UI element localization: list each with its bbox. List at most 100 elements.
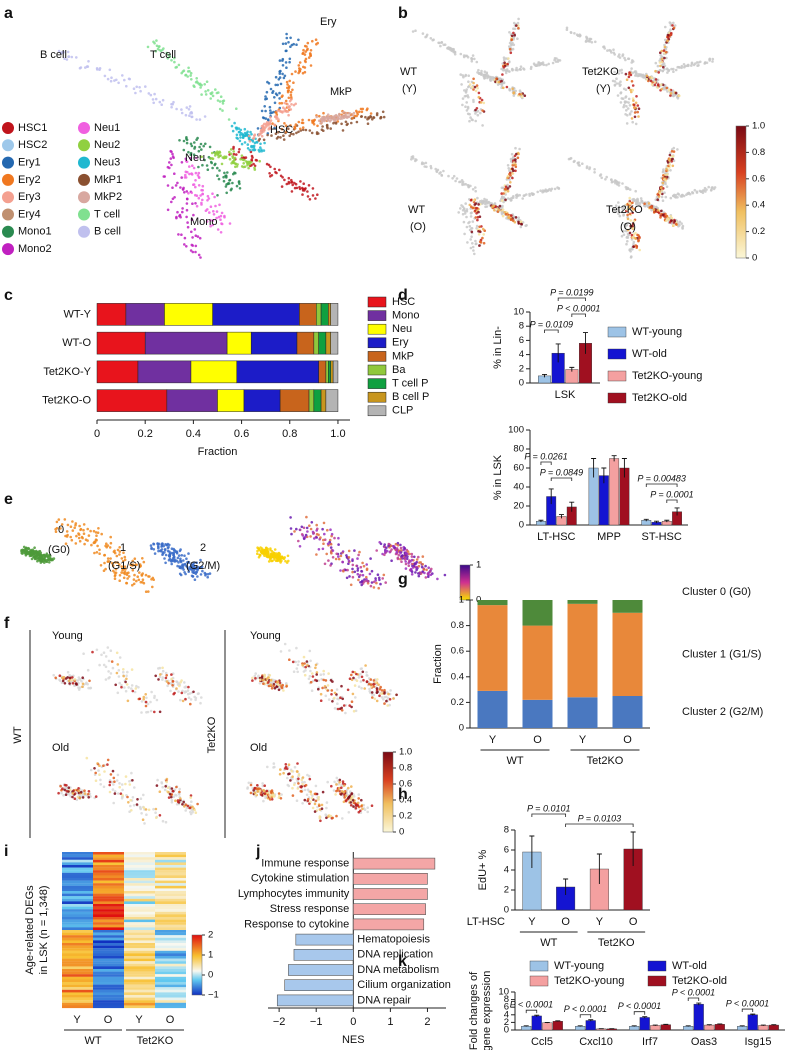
heatmap-cell <box>124 930 155 933</box>
cell-dot <box>232 150 235 153</box>
cell-dot <box>228 179 231 182</box>
cell-dot <box>501 73 504 76</box>
cell-dot <box>197 176 201 179</box>
cell-dot <box>346 688 350 692</box>
cell-dot <box>635 202 638 205</box>
cell-dot <box>311 672 314 675</box>
heatmap-cell <box>155 904 186 907</box>
cell-dot <box>109 672 113 675</box>
cell-dot <box>378 578 381 582</box>
panel-letter: e <box>4 491 13 508</box>
cell-dot <box>157 667 160 670</box>
cell-dot <box>696 64 699 67</box>
cell-dot <box>170 547 174 550</box>
cell-dot <box>111 769 115 773</box>
cell-dot <box>197 171 201 175</box>
cell-dot <box>166 208 170 212</box>
cell-dot <box>164 543 167 546</box>
heatmap-cell <box>155 878 186 881</box>
cell-dot <box>338 778 342 782</box>
cell-dot <box>309 669 312 673</box>
colorbar-label: 0.6 <box>752 173 765 184</box>
heatmap-cell <box>62 930 93 933</box>
cell-dot <box>181 210 184 214</box>
cell-dot <box>232 172 235 176</box>
cell-dot <box>206 199 209 202</box>
cell-dot <box>461 205 465 208</box>
cell-dot <box>270 798 274 801</box>
cell-dot <box>254 677 257 680</box>
cell-dot <box>228 157 232 161</box>
cell-dot <box>248 140 252 143</box>
cell-dot <box>259 678 262 682</box>
cell-dot <box>613 210 617 214</box>
cell-dot <box>118 579 121 582</box>
cell-dot <box>627 101 630 104</box>
cell-dot <box>520 95 524 98</box>
heatmap-cell <box>124 935 155 938</box>
cell-dot <box>347 562 350 565</box>
cell-dot <box>331 117 335 120</box>
cell-dot <box>671 164 675 168</box>
cell-dot <box>660 49 663 53</box>
cell-dot <box>376 573 380 576</box>
heatmap-cell <box>62 969 93 972</box>
cell-dot <box>197 196 201 200</box>
cell-dot <box>93 767 96 770</box>
cell-dot <box>342 800 346 804</box>
cell-dot <box>331 680 334 683</box>
cell-dot <box>476 215 480 219</box>
heatmap-cell <box>62 867 93 871</box>
cell-dot <box>186 692 190 696</box>
cell-dot <box>634 231 637 235</box>
cell-dot <box>626 213 629 217</box>
cell-dot <box>95 538 98 542</box>
cell-dot <box>122 576 126 580</box>
cell-dot <box>665 50 668 54</box>
cell-dot <box>327 698 331 701</box>
cell-dot <box>357 797 361 800</box>
legend-swatch <box>2 156 14 169</box>
cell-dot <box>161 666 164 670</box>
cell-dot <box>291 794 295 797</box>
cell-dot <box>622 103 626 107</box>
cell-dot <box>366 674 369 677</box>
heatmap-cell <box>62 854 93 858</box>
cell-dot <box>556 60 560 63</box>
cell-dot <box>318 804 321 807</box>
cell-dot <box>310 689 314 692</box>
cell-dot <box>452 47 455 51</box>
cell-dot <box>375 687 379 690</box>
cell-dot <box>378 688 382 691</box>
cell-dot <box>377 576 381 580</box>
cell-dot <box>511 156 515 159</box>
cell-dot <box>346 568 349 572</box>
cell-dot <box>372 586 376 589</box>
cell-dot <box>247 134 251 138</box>
cell-dot <box>621 53 625 56</box>
cell-dot <box>276 83 280 87</box>
cell-dot <box>80 680 83 683</box>
cell-dot <box>84 66 87 69</box>
cell-dot <box>166 684 169 688</box>
cell-dot <box>336 120 340 123</box>
legend-swatch <box>78 139 90 152</box>
cell-dot <box>399 546 403 550</box>
heatmap-cell <box>155 961 186 964</box>
cell-dot <box>81 796 85 799</box>
cell-dot <box>287 182 291 185</box>
heatmap-cell <box>62 982 93 985</box>
cell-dot <box>243 158 246 162</box>
cell-dot <box>62 50 65 54</box>
cell-dot <box>475 206 478 210</box>
cell-dot <box>417 572 420 575</box>
cell-dot <box>446 47 449 50</box>
cell-dot <box>195 118 198 121</box>
heatmap-cell <box>155 966 186 970</box>
cell-dot <box>284 763 288 766</box>
cell-dot <box>326 689 330 692</box>
cell-dot <box>506 189 510 193</box>
cell-dot <box>289 124 292 127</box>
cell-dot <box>98 548 101 552</box>
cell-dot <box>463 89 466 92</box>
